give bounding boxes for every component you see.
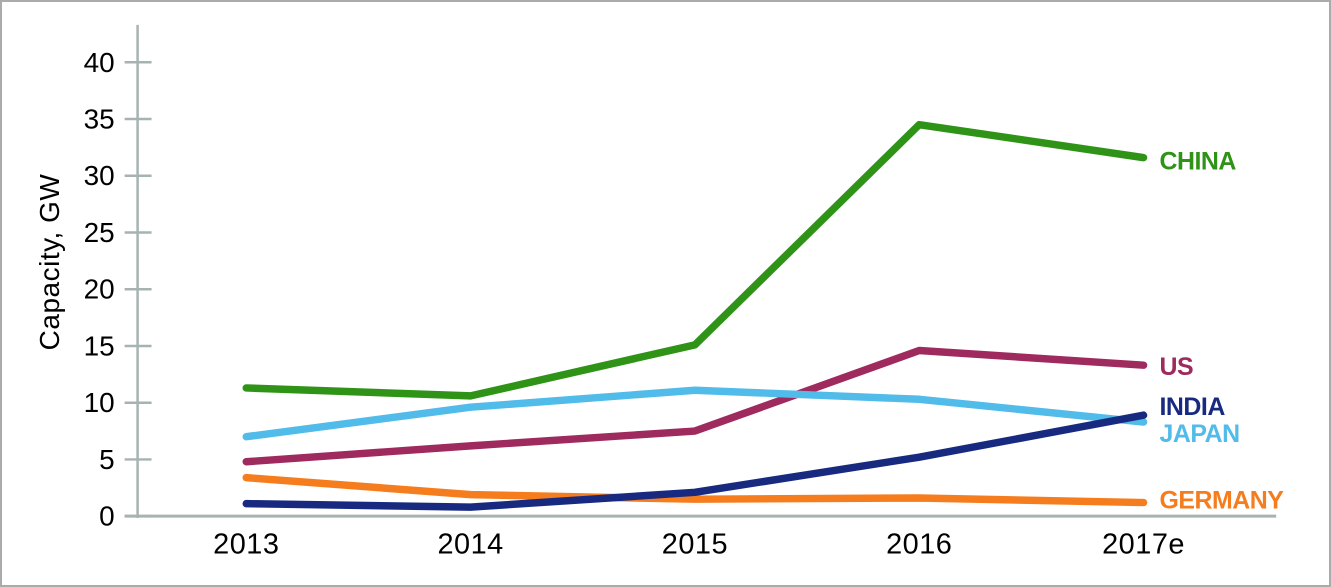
y-tick-label: 15 [84, 330, 115, 361]
y-tick-label: 40 [84, 47, 115, 78]
series-line-japan [242, 386, 1148, 441]
series-label-germany: GERMANY [1160, 487, 1285, 515]
series-label-us: US [1160, 353, 1194, 381]
series-line-us [242, 346, 1148, 466]
series-line-germany [242, 473, 1148, 507]
y-tick-label: 10 [84, 387, 115, 418]
y-tick-label: 5 [99, 444, 115, 475]
y-tick-label: 35 [84, 104, 115, 135]
x-tick-label: 2015 [662, 528, 728, 560]
x-tick-label: 2017e [1102, 528, 1185, 560]
series-label-india: INDIA [1160, 393, 1226, 421]
series-line-india [242, 411, 1148, 511]
series-label-japan: JAPAN [1160, 420, 1240, 448]
y-tick-label: 20 [84, 274, 115, 305]
y-axis-title: Capacity, GW [34, 173, 65, 351]
series-line-china [242, 120, 1148, 400]
y-tick-label: 0 [99, 501, 115, 532]
y-tick-label: 30 [84, 160, 115, 191]
x-tick-label: 2016 [886, 528, 952, 560]
y-tick-label: 25 [84, 217, 115, 248]
x-tick-label: 2013 [213, 528, 279, 560]
series-label-china: CHINA [1160, 148, 1237, 176]
x-tick-label: 2014 [437, 528, 503, 560]
